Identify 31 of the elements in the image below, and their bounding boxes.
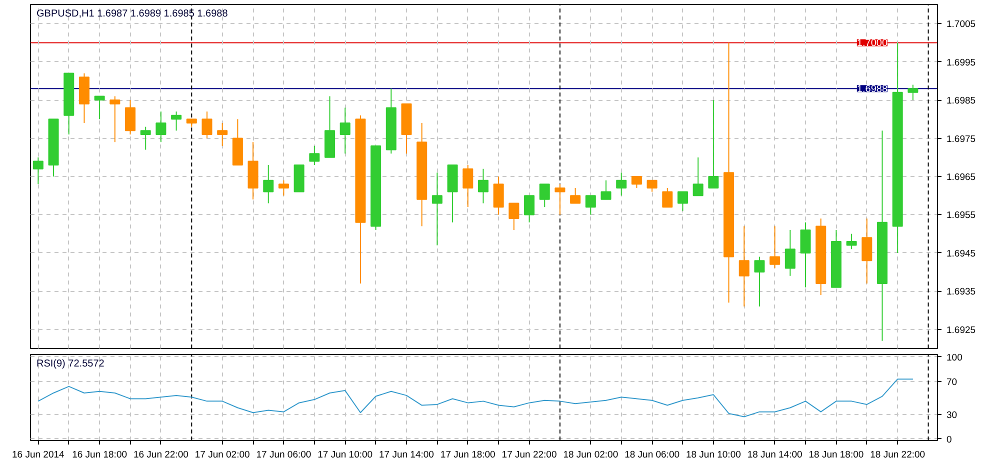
x-tick-label: 18 Jun 10:00	[686, 450, 741, 460]
chart-title: RSI(9) 72.5572	[36, 358, 105, 370]
x-tick-label: 18 Jun 02:00	[563, 450, 618, 460]
x-tick-label: 16 Jun 2014	[12, 450, 64, 460]
y-tick-label: 1.6995	[946, 57, 976, 68]
x-tick-label: 17 Jun 10:00	[318, 450, 373, 460]
x-tick-label: 18 Jun 18:00	[808, 450, 864, 460]
y-tick-label: 1.7005	[946, 19, 976, 30]
y-tick-label: 1.6985	[946, 96, 976, 107]
y-tick-label: 1.6945	[946, 248, 976, 260]
ref-line-label: 1.7000	[856, 38, 888, 50]
y-tick-label: 100	[946, 352, 962, 364]
y-tick-label: 1.6925	[946, 324, 976, 336]
y-tick-label: 30	[946, 410, 958, 421]
x-tick-label: 17 Jun 02:00	[194, 450, 250, 460]
chart-title: GBPUSD,H1 1.6987 1.6989 1.6985 1.6988	[36, 8, 228, 20]
y-tick-label: 1.6935	[946, 286, 976, 298]
y-tick-label: 1.6965	[946, 172, 976, 183]
y-tick-label: 1.6955	[946, 210, 976, 222]
x-tick-label: 17 Jun 14:00	[379, 450, 434, 460]
y-tick-label: 70	[946, 377, 958, 388]
y-tick-label: 1.6975	[946, 134, 976, 145]
x-tick-label: 17 Jun 18:00	[440, 450, 496, 460]
x-tick-label: 16 Jun 18:00	[72, 450, 128, 460]
x-tick-label: 18 Jun 14:00	[747, 450, 802, 460]
x-tick-label: 18 Jun 06:00	[624, 450, 680, 460]
x-tick-label: 17 Jun 22:00	[502, 450, 557, 460]
y-tick-label: 0	[946, 434, 952, 446]
x-tick-label: 18 Jun 22:00	[870, 450, 926, 460]
x-tick-label: 17 Jun 06:00	[256, 450, 312, 460]
x-tick-label: 16 Jun 22:00	[133, 450, 188, 460]
